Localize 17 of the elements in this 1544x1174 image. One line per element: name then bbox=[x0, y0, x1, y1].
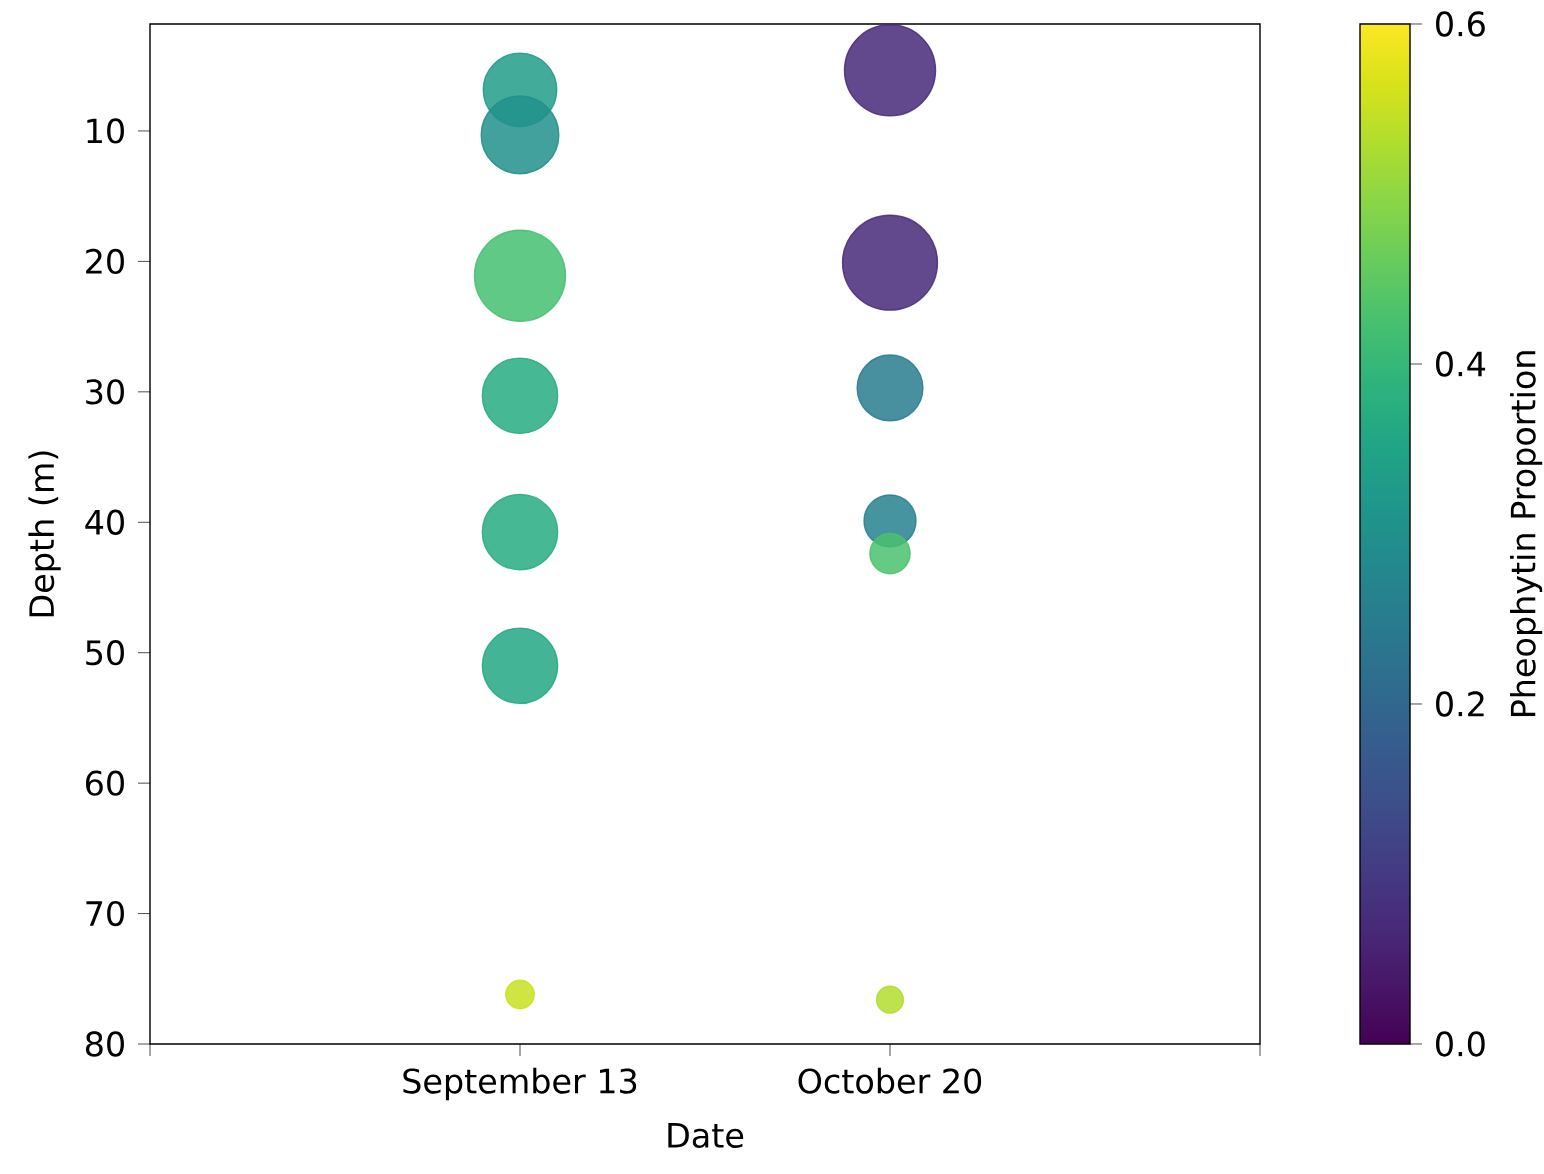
y-tick-label: 20 bbox=[86, 248, 124, 275]
y-tick-label: 40 bbox=[85, 509, 124, 535]
y-tick-label: 30 bbox=[86, 379, 124, 405]
y-tick-label: 60 bbox=[86, 770, 124, 796]
color-bar-label: 0.0 bbox=[1436, 1031, 1485, 1057]
color-bar-title: Pheophytin Proportion bbox=[1509, 351, 1543, 717]
y-tick-label: 70 bbox=[86, 900, 124, 927]
color-bar-label: 0.6 bbox=[1436, 11, 1485, 37]
y-axis-title: Depth (m) bbox=[28, 451, 61, 617]
color-bar-label: 0.4 bbox=[1436, 351, 1486, 377]
x-axis-title: Date bbox=[668, 1123, 744, 1148]
y-tick-label: 80 bbox=[85, 1031, 124, 1057]
x-tick-label: October 20 bbox=[798, 1067, 982, 1094]
y-tick-label: 10 bbox=[87, 118, 124, 144]
color-bar-label: 0.2 bbox=[1436, 691, 1484, 717]
y-tick-label: 50 bbox=[86, 640, 124, 666]
x-tick-label: September 13 bbox=[403, 1067, 637, 1101]
